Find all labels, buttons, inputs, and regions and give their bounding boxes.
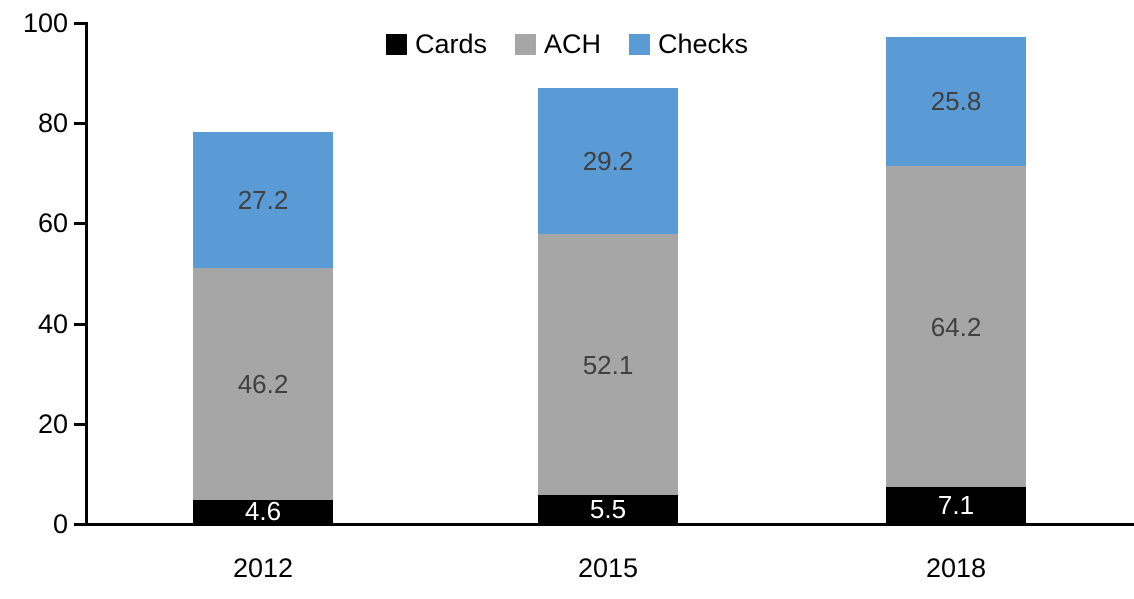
- y-tick-label: 100: [22, 8, 68, 38]
- bar-segment-label: 27.2: [237, 185, 289, 216]
- x-tick-label-2015: 2015: [577, 553, 639, 583]
- legend-label: Checks: [658, 29, 749, 59]
- y-tick: [74, 322, 85, 326]
- y-tick: [74, 422, 85, 426]
- bar-segment-checks-2015: 29.2: [538, 88, 678, 235]
- bar-segment-cards-2018: 7.1: [886, 487, 1026, 523]
- legend-swatch-cards-icon: [385, 34, 407, 55]
- y-tick: [74, 222, 85, 226]
- bar-segment-label: 64.2: [930, 311, 982, 342]
- legend-swatch-ach-icon: [514, 34, 536, 55]
- legend-label: ACH: [543, 29, 602, 59]
- x-tick-label-2012: 2012: [232, 553, 294, 583]
- legend-swatch-checks-icon: [629, 34, 651, 55]
- bar-segment-checks-2018: 25.8: [886, 36, 1026, 166]
- y-axis-line: [85, 22, 88, 526]
- bar-segment-cards-2015: 5.5: [538, 494, 678, 525]
- legend-item-ach: ACH: [501, 31, 615, 58]
- y-tick-label: 20: [37, 408, 68, 439]
- y-tick-label: 40: [37, 308, 68, 339]
- bar-segment-ach-2015: 52.1: [538, 234, 678, 496]
- bar-segment-label: 4.6: [244, 496, 282, 527]
- legend-item-checks: Checks: [615, 31, 762, 58]
- legend-item-cards: Cards: [372, 31, 501, 58]
- bar-segment-label: 5.5: [589, 494, 627, 525]
- bar-segment-cards-2012: 4.6: [193, 496, 333, 526]
- x-axis-line: [74, 523, 1134, 526]
- bar-segment-ach-2018: 64.2: [886, 165, 1026, 488]
- y-tick: [74, 22, 85, 25]
- y-tick-label: 60: [37, 208, 68, 239]
- legend-label: Cards: [414, 29, 487, 59]
- y-tick: [74, 122, 85, 126]
- x-tick-label-2018: 2018: [925, 553, 987, 583]
- bar-segment-label: 7.1: [937, 490, 975, 521]
- y-tick-label: 80: [37, 108, 68, 139]
- bar-segment-ach-2012: 46.2: [193, 268, 333, 500]
- y-tick-label: 0: [52, 509, 68, 539]
- bar-segment-checks-2012: 27.2: [193, 132, 333, 269]
- legend: Cards ACH Checks: [372, 31, 762, 58]
- bar-segment-label: 52.1: [582, 349, 634, 380]
- bar-segment-label: 25.8: [930, 86, 982, 117]
- bar-segment-label: 46.2: [237, 369, 289, 400]
- bar-segment-label: 29.2: [582, 146, 634, 177]
